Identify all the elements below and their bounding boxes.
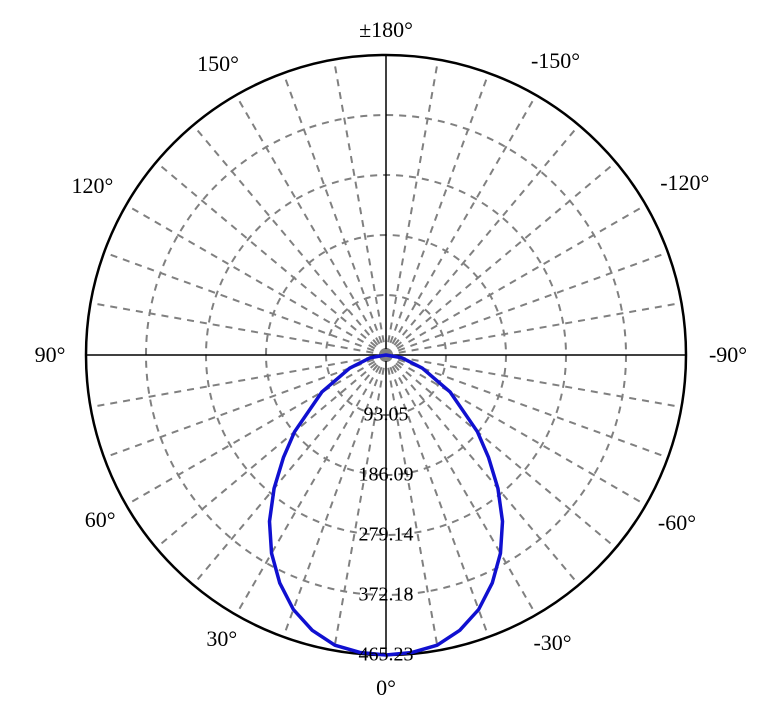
angle-label: 90°: [35, 342, 66, 368]
angle-label: -150°: [531, 48, 580, 74]
angle-label: ±180°: [359, 17, 413, 43]
radial-tick-label: 93.05: [364, 404, 409, 427]
radial-tick-label: 279.14: [359, 524, 414, 547]
angle-label: 0°: [376, 675, 396, 701]
angle-label: 150°: [197, 51, 239, 77]
angle-label: -90°: [709, 342, 747, 368]
polar-chart-svg: [0, 0, 773, 716]
angle-label: -60°: [658, 510, 696, 536]
polar-chart: 0° 30° 60° 90° 120° 150° ±180° -150° -120° -90° -6…: [0, 0, 773, 716]
radial-tick-label: 186.09: [359, 464, 414, 487]
angle-label: 60°: [85, 507, 116, 533]
radial-tick-label: 465.23: [359, 644, 414, 667]
angle-label: -30°: [533, 630, 571, 656]
radial-tick-label: 372.18: [359, 584, 414, 607]
angle-label: 120°: [72, 173, 114, 199]
angle-label: -120°: [660, 170, 709, 196]
angle-label: 30°: [206, 626, 237, 652]
